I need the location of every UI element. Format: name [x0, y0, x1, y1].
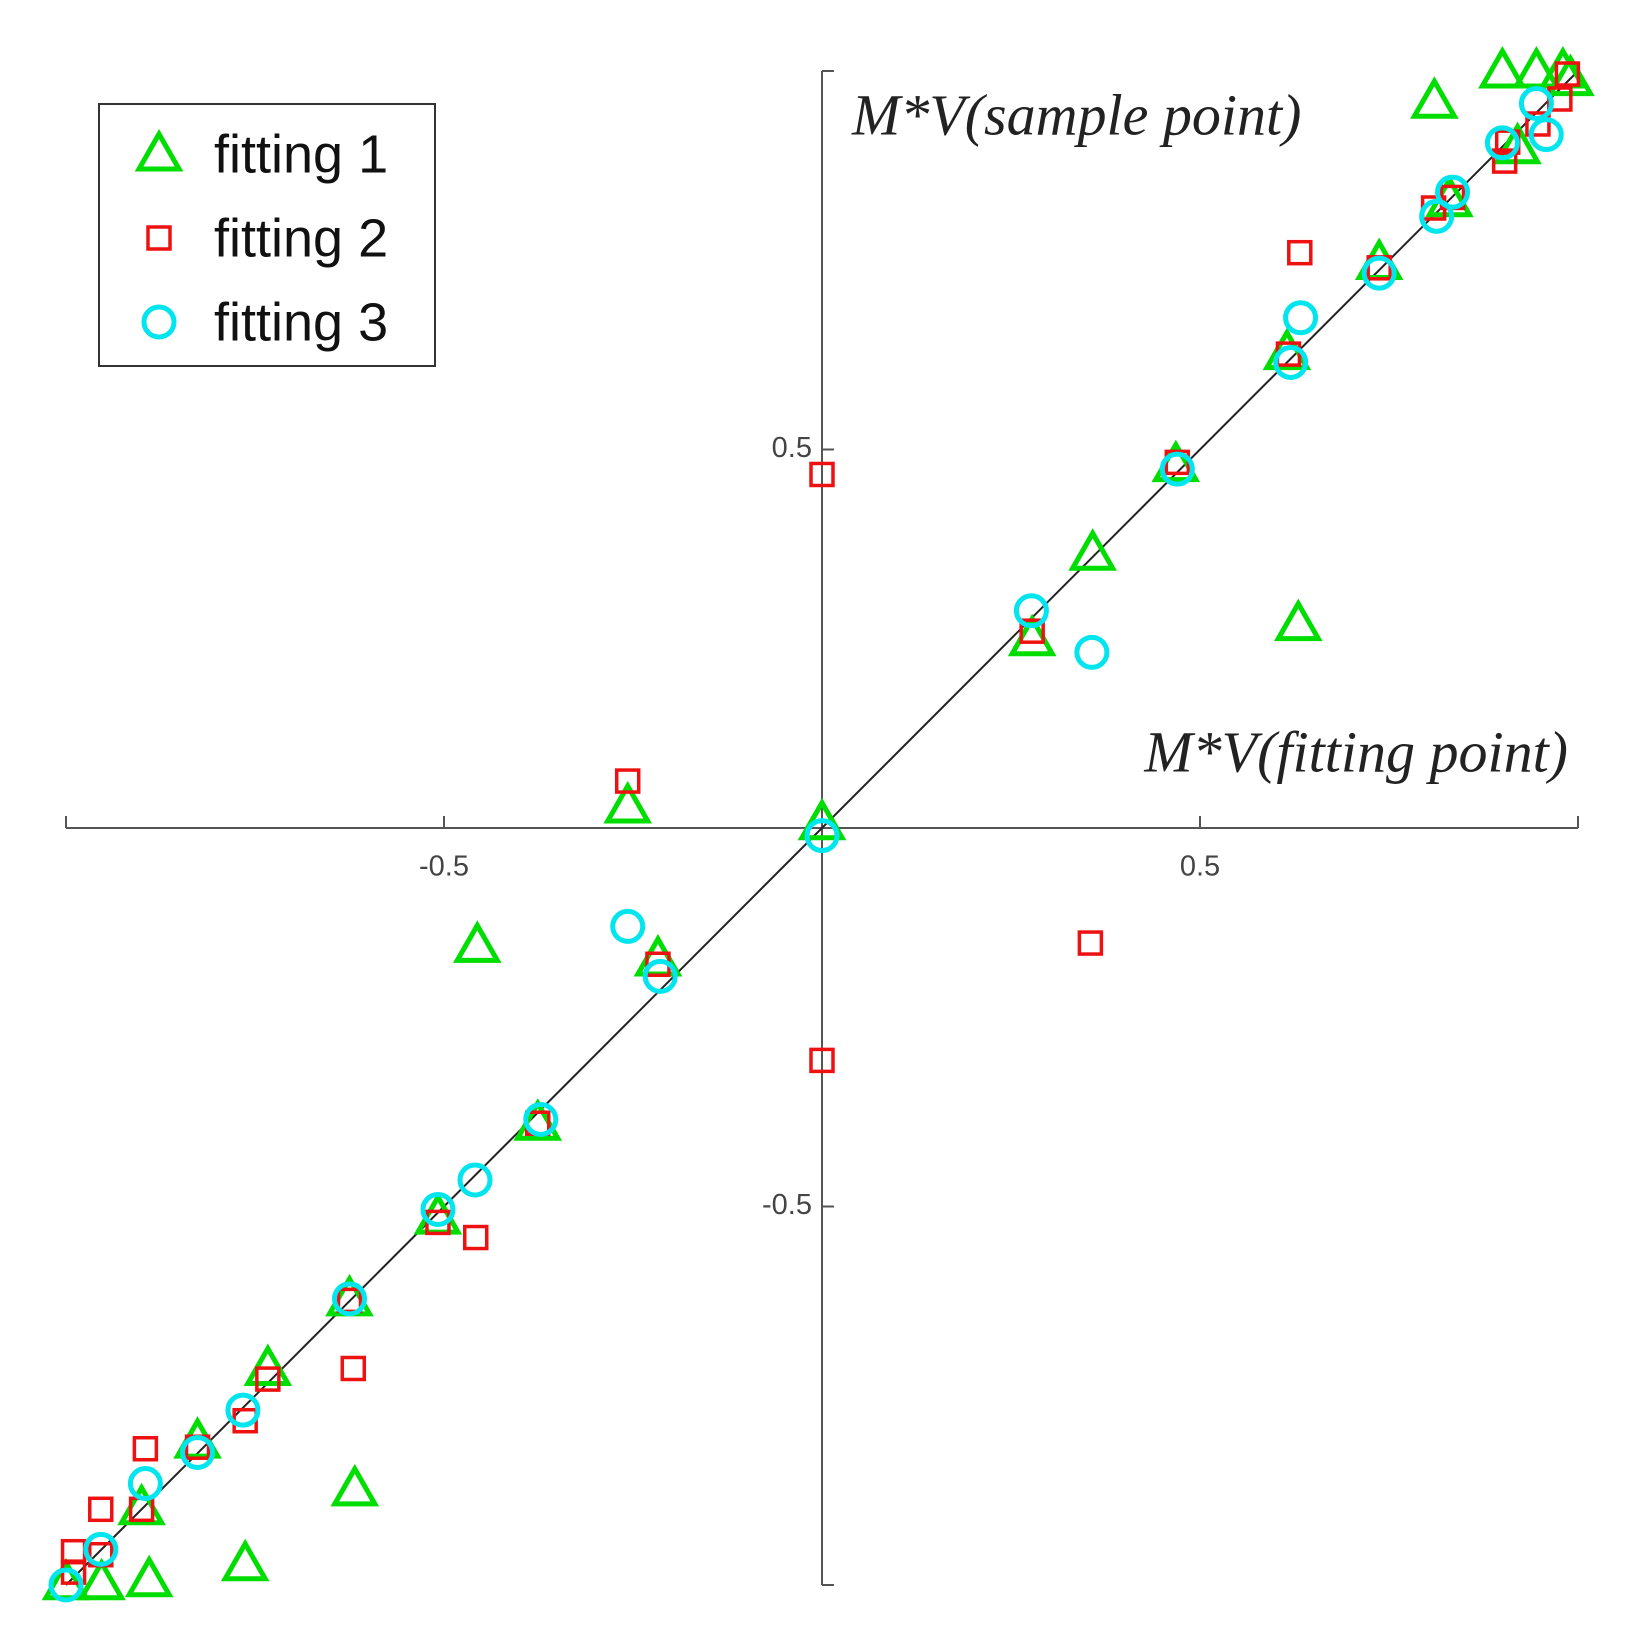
- triangle-marker: [603, 781, 653, 824]
- circle-marker: [332, 1281, 367, 1317]
- triangle-marker: [134, 128, 184, 172]
- y-axis-label: M*V(sample point): [851, 82, 1301, 147]
- circle-marker: [1528, 117, 1564, 153]
- triangle-marker: [243, 1343, 293, 1386]
- y-tick-label: -0.5: [762, 1189, 812, 1221]
- square-marker: [340, 1355, 367, 1382]
- circle-marker: [523, 1101, 559, 1137]
- triangle-marker: [1410, 76, 1459, 119]
- circle-marker: [1518, 86, 1554, 122]
- square-marker: [132, 1435, 159, 1462]
- circle-marker: [1435, 174, 1471, 210]
- square-marker: [809, 1047, 835, 1074]
- x-tick-label: 0.5: [1180, 851, 1220, 883]
- circle-marker: [225, 1392, 261, 1428]
- square-marker: [614, 768, 641, 794]
- triangle-marker: [124, 1554, 174, 1598]
- circle-marker: [1159, 451, 1195, 487]
- legend-label: fitting 3: [214, 292, 388, 352]
- circle-marker: [83, 1531, 119, 1567]
- square-marker: [1525, 111, 1551, 137]
- square-marker: [1019, 618, 1045, 644]
- square-marker: [88, 1496, 114, 1523]
- square-marker: [1077, 930, 1104, 956]
- circle-marker: [642, 958, 678, 994]
- triangle-marker: [1512, 45, 1561, 89]
- triangle-marker: [330, 1463, 380, 1507]
- circle-marker: [1013, 593, 1049, 629]
- circle-marker: [420, 1192, 456, 1228]
- circle-marker: [127, 1466, 163, 1502]
- circle-marker: [48, 1567, 84, 1603]
- circle-marker: [610, 908, 646, 944]
- triangle-marker: [77, 1557, 126, 1601]
- circle-marker: [1484, 125, 1520, 161]
- diagonal: [65, 70, 1579, 1586]
- circle-marker: [1074, 634, 1110, 670]
- circle-marker: [804, 818, 840, 854]
- circle-marker: [1361, 255, 1397, 291]
- circle-marker: [1283, 300, 1319, 336]
- square-marker: [1491, 148, 1518, 174]
- circle-marker: [1419, 198, 1455, 234]
- circle-marker: [141, 304, 177, 340]
- triangle-marker: [1273, 598, 1323, 642]
- square-marker: [255, 1366, 281, 1392]
- legend-label: fitting 2: [214, 208, 388, 268]
- triangle-marker: [220, 1538, 270, 1582]
- square-marker: [1554, 61, 1581, 87]
- x-axis-label: M*V(fitting point): [1143, 719, 1568, 784]
- x-tick-label: -0.5: [419, 851, 469, 883]
- triangle-marker: [452, 920, 502, 963]
- circle-marker: [1273, 344, 1309, 380]
- circle-marker: [457, 1162, 493, 1198]
- triangle-marker: [1068, 528, 1117, 571]
- triangle-marker: [1478, 45, 1527, 89]
- y-tick-label: 0.5: [772, 432, 812, 464]
- square-marker: [146, 225, 172, 251]
- square-marker: [1287, 239, 1313, 266]
- legend-label: fitting 1: [214, 124, 388, 184]
- triangle-marker: [797, 797, 847, 841]
- square-marker: [463, 1224, 489, 1251]
- square-marker: [809, 461, 835, 488]
- circle-marker: [180, 1435, 216, 1471]
- triangle-marker: [1493, 121, 1542, 165]
- legend-box: [98, 103, 436, 367]
